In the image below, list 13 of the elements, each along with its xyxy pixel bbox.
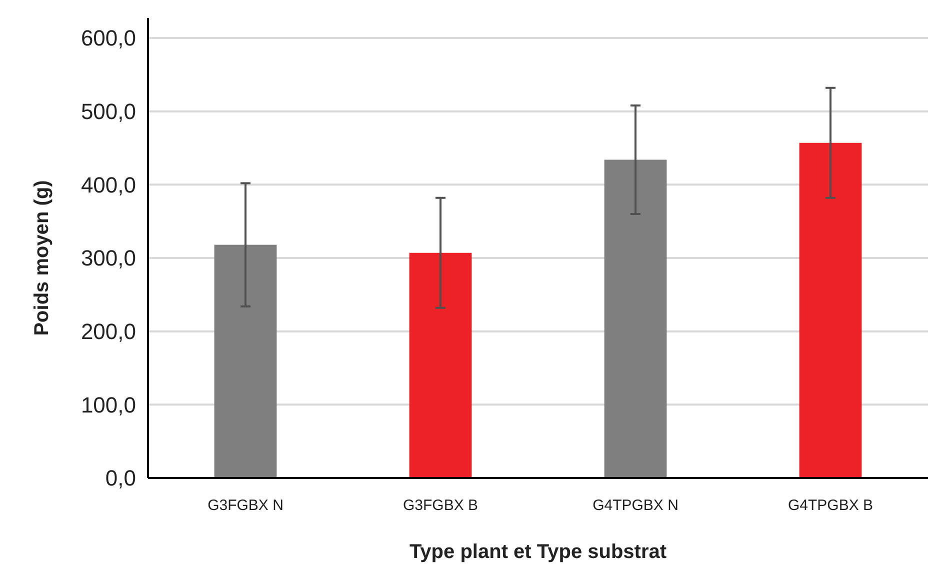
x-axis-title: Type plant et Type substrat [409,541,667,563]
y-tick-label: 500,0 [80,99,136,124]
x-tick-label: G4TPGBX N [592,497,678,514]
x-tick-label: G3FGBX B [402,497,478,514]
x-tick-label: G4TPGBX B [788,497,874,514]
x-tick-label: G3FGBX N [208,497,284,514]
y-tick-label: 0,0 [105,466,136,491]
y-tick-label: 300,0 [80,246,136,271]
y-tick-label: 600,0 [80,26,136,51]
y-tick-label: 200,0 [80,319,136,344]
y-tick-label: 400,0 [80,172,136,198]
y-tick-label: 100,0 [80,392,136,418]
y-axis-title: Poids moyen (g) [31,180,53,336]
